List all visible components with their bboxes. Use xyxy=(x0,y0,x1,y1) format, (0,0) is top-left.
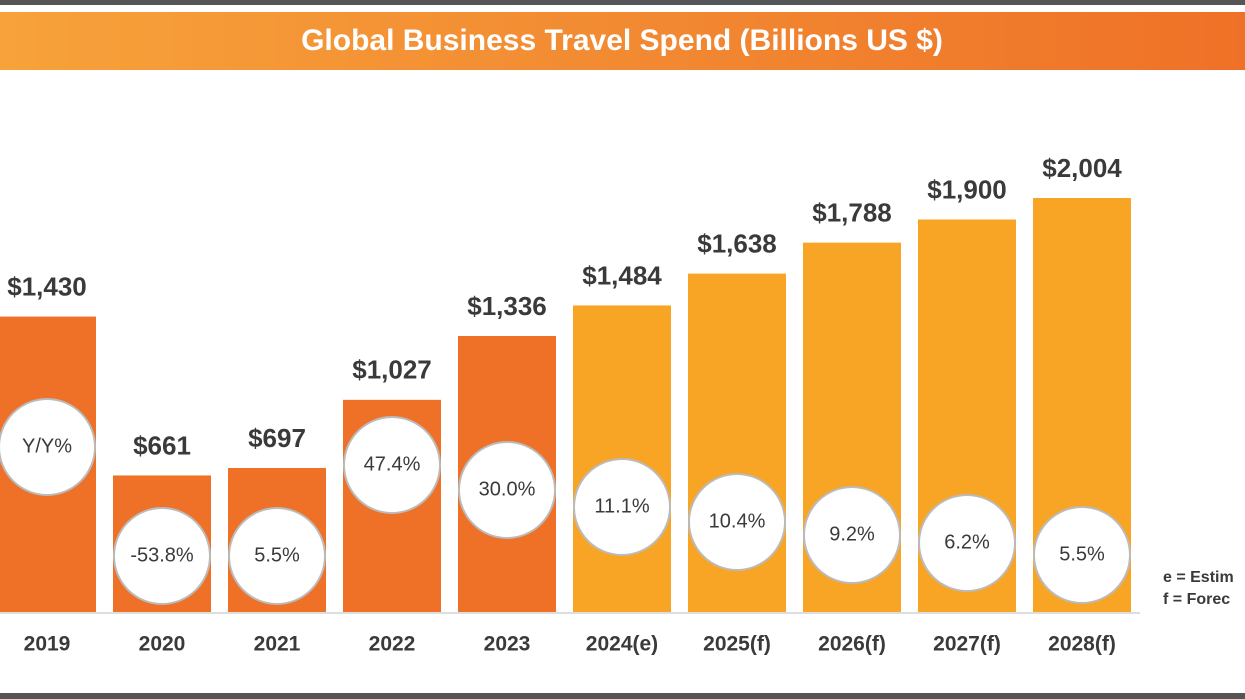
yoy-badge xyxy=(1033,506,1131,604)
value-label: $1,484 xyxy=(582,260,662,290)
x-tick-label: 2022 xyxy=(369,633,416,656)
x-tick-label: 2023 xyxy=(484,633,531,656)
value-label: $661 xyxy=(133,430,191,460)
yoy-label: 47.4% xyxy=(364,453,421,475)
value-label: $1,900 xyxy=(927,174,1007,204)
value-label: $1,430 xyxy=(7,271,87,301)
yoy-badge xyxy=(343,416,441,514)
x-tick-label: 2026(f) xyxy=(818,633,886,656)
title-banner xyxy=(0,12,1245,70)
yoy-label: -53.8% xyxy=(130,544,194,566)
yoy-label: Y/Y% xyxy=(22,435,72,457)
bottom-border xyxy=(0,693,1245,699)
yoy-badge xyxy=(918,494,1016,592)
value-label: $1,788 xyxy=(812,197,892,227)
value-label: $2,004 xyxy=(1042,153,1122,183)
value-label: $1,638 xyxy=(697,228,777,258)
yoy-badge xyxy=(458,441,556,539)
yoy-badge xyxy=(688,473,786,571)
x-tick-label: 2028(f) xyxy=(1048,633,1116,656)
yoy-badge xyxy=(803,486,901,584)
note: e = Estim xyxy=(1163,569,1234,586)
top-border xyxy=(0,0,1245,5)
yoy-badge xyxy=(573,458,671,556)
value-label: $697 xyxy=(248,423,306,453)
yoy-badge xyxy=(228,507,326,605)
x-tick-label: 2020 xyxy=(139,633,186,656)
yoy-label: 11.1% xyxy=(594,495,649,517)
yoy-label: 6.2% xyxy=(944,531,990,553)
yoy-label: 10.4% xyxy=(709,510,766,532)
yoy-label: 30.0% xyxy=(479,478,536,500)
chart-title: Global Business Travel Spend (Billions U… xyxy=(301,24,943,57)
x-tick-label: 2027(f) xyxy=(933,633,1001,656)
x-tick-label: 2019 xyxy=(24,633,71,656)
yoy-label: 9.2% xyxy=(829,523,875,545)
yoy-label: 5.5% xyxy=(1059,543,1105,565)
x-tick-label: 2024(e) xyxy=(586,633,658,656)
yoy-label: 5.5% xyxy=(254,544,300,566)
yoy-badge xyxy=(113,507,211,605)
x-tick-label: 2021 xyxy=(254,633,301,656)
note: f = Forec xyxy=(1163,591,1230,608)
value-label: $1,336 xyxy=(467,291,547,321)
value-label: $1,027 xyxy=(352,355,432,385)
yoy-badge xyxy=(0,398,96,496)
x-tick-label: 2025(f) xyxy=(703,633,771,656)
